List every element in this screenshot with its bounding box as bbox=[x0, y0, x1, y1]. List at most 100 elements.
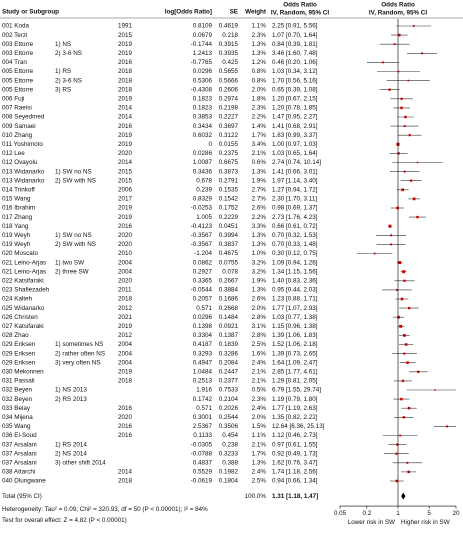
year: 2015 bbox=[118, 32, 133, 39]
se: 0.1982 bbox=[219, 469, 239, 476]
subgroup: 2) SW with NS bbox=[55, 177, 96, 184]
header-se: SE bbox=[230, 9, 238, 16]
log-or: 0.6032 bbox=[193, 132, 213, 139]
odds-ratio-ci: 2.30 [1.70, 3.11] bbox=[272, 196, 317, 203]
year: 2006 bbox=[118, 186, 133, 193]
odds-ratio-ci: 0.66 [0.61, 0.72] bbox=[272, 223, 318, 230]
year: 2016 bbox=[118, 405, 133, 412]
study-name: 022 Katsifaraki bbox=[2, 277, 44, 284]
study-name: 027 Katsifaraki bbox=[2, 323, 44, 330]
subgroup: 1) SW no NS bbox=[55, 168, 92, 175]
log-or: -0.3567 bbox=[191, 241, 213, 248]
se: 0.3233 bbox=[219, 450, 239, 457]
point-estimate bbox=[406, 461, 409, 464]
se: 0.2375 bbox=[219, 150, 239, 157]
log-or: 0.0679 bbox=[193, 32, 213, 39]
odds-ratio-ci: 1.03 [0.65, 1.64] bbox=[272, 150, 318, 157]
header-or-sub: IV, Random, 95% CI bbox=[271, 10, 329, 17]
year: 2019 bbox=[118, 141, 133, 148]
study-name: 007 Raeisi bbox=[2, 105, 32, 112]
subgroup: 2) rather often NS bbox=[55, 350, 105, 357]
point-estimate bbox=[401, 379, 405, 383]
weight: 1.8% bbox=[252, 95, 267, 102]
point-estimate bbox=[402, 270, 406, 274]
odds-ratio-ci: 1.64 [1.09, 2.47] bbox=[272, 359, 318, 366]
se: 0.1387 bbox=[219, 332, 239, 339]
subgroup: 1) sometimes NS bbox=[55, 341, 103, 348]
point-estimate bbox=[399, 434, 402, 437]
subgroup: 3) other shift 2014 bbox=[55, 459, 106, 466]
year: 2016 bbox=[118, 123, 133, 130]
odds-ratio-ci: 0.92 [0.49, 1.73] bbox=[272, 450, 318, 457]
log-or: 0.1398 bbox=[193, 323, 213, 330]
log-or: 0.1742 bbox=[193, 396, 213, 403]
overall-test: Test for overall effect: Z = 4.82 (P < 0… bbox=[2, 517, 127, 524]
log-or: 0.2927 bbox=[193, 268, 213, 275]
point-estimate bbox=[410, 179, 413, 182]
study-name: 037 Arsalani bbox=[2, 450, 37, 457]
year: 2017 bbox=[118, 196, 133, 203]
odds-ratio-ci: 2.74 [0.74, 10.14] bbox=[272, 159, 321, 166]
weight: 2.2% bbox=[252, 214, 267, 221]
point-estimate bbox=[393, 43, 396, 46]
log-or: -1.204 bbox=[194, 250, 212, 257]
year: 2020 bbox=[118, 277, 133, 284]
odds-ratio-ci: 1.20 [0.78, 1.85] bbox=[272, 105, 318, 112]
study-name: 012 Lee bbox=[2, 150, 25, 157]
weight: 1.3% bbox=[252, 50, 267, 57]
odds-ratio-ci: 1.83 [0.99, 3.37] bbox=[272, 132, 318, 139]
se: 0.1839 bbox=[219, 341, 239, 348]
weight: 2.0% bbox=[252, 86, 267, 93]
log-or: -0.0305 bbox=[191, 441, 213, 448]
se: 0.3286 bbox=[219, 350, 239, 357]
heterogeneity: Heterogeneity: Tau² = 0.09; Chi² = 320.9… bbox=[2, 506, 208, 513]
odds-ratio-ci: 1.41 [0.66, 3.01] bbox=[272, 168, 318, 175]
x-tick-label: 0.2 bbox=[362, 510, 371, 517]
point-estimate bbox=[402, 416, 405, 419]
subgroup: 2) RS 2013 bbox=[55, 396, 87, 403]
odds-ratio-ci: 1.74 [1.18, 2.56] bbox=[272, 469, 318, 476]
point-estimate bbox=[397, 315, 400, 319]
log-or: -0.0788 bbox=[191, 450, 213, 457]
header-logor: log[Odds Ratio] bbox=[165, 9, 212, 16]
study-name: 011 Yoshimoto bbox=[2, 141, 43, 148]
weight: 1.4% bbox=[252, 123, 267, 130]
year: 2020 bbox=[118, 232, 133, 239]
log-or: 0.239 bbox=[196, 186, 212, 193]
study-name: 029 Eriksen bbox=[2, 359, 36, 366]
year: 2016 bbox=[118, 432, 133, 439]
subgroup: 1) NS 2013 bbox=[55, 387, 87, 394]
subgroup: 2) 3-6 NS bbox=[55, 77, 82, 84]
weight: 1.1% bbox=[252, 23, 267, 30]
header-study: Study or Subgroup bbox=[2, 9, 59, 16]
log-or: 2.5367 bbox=[193, 423, 213, 430]
year: 2015 bbox=[118, 168, 133, 175]
se: 0.0755 bbox=[219, 259, 239, 266]
point-estimate bbox=[412, 197, 416, 201]
odds-ratio-ci: 1.62 [0.76, 3.47] bbox=[272, 459, 318, 466]
study-name: 005 Ettorre bbox=[2, 68, 34, 75]
study-name: 028 Zhao bbox=[2, 332, 29, 339]
se: 0.218 bbox=[222, 32, 238, 39]
se: 0.2791 bbox=[219, 177, 239, 184]
study-name: 006 Fuji bbox=[2, 95, 24, 102]
se: 0.2026 bbox=[219, 405, 239, 412]
se: 0.3837 bbox=[219, 241, 239, 248]
point-estimate bbox=[412, 25, 415, 27]
odds-ratio-ci: 1.03 [0.34, 3.12] bbox=[272, 68, 318, 75]
x-tick-label: 0.05 bbox=[334, 510, 347, 517]
year: 2019 bbox=[118, 132, 133, 139]
study-name: 024 Kalteh bbox=[2, 296, 33, 303]
log-or: 0.5306 bbox=[193, 77, 213, 84]
se: 0.5655 bbox=[219, 68, 239, 75]
study-name: 032 Beyen bbox=[2, 387, 33, 394]
header-plot-sub: IV, Random, 95% CI bbox=[369, 10, 427, 17]
se: 0.454 bbox=[222, 432, 238, 439]
study-name: 032 Beyen bbox=[2, 396, 33, 403]
year: 2004 bbox=[118, 350, 133, 357]
study-name: 029 Eriksen bbox=[2, 350, 36, 357]
se: 0.0921 bbox=[219, 323, 239, 330]
year: 2014 bbox=[118, 105, 133, 112]
weight: 2.3% bbox=[252, 105, 267, 112]
se: 0.2447 bbox=[219, 368, 239, 375]
